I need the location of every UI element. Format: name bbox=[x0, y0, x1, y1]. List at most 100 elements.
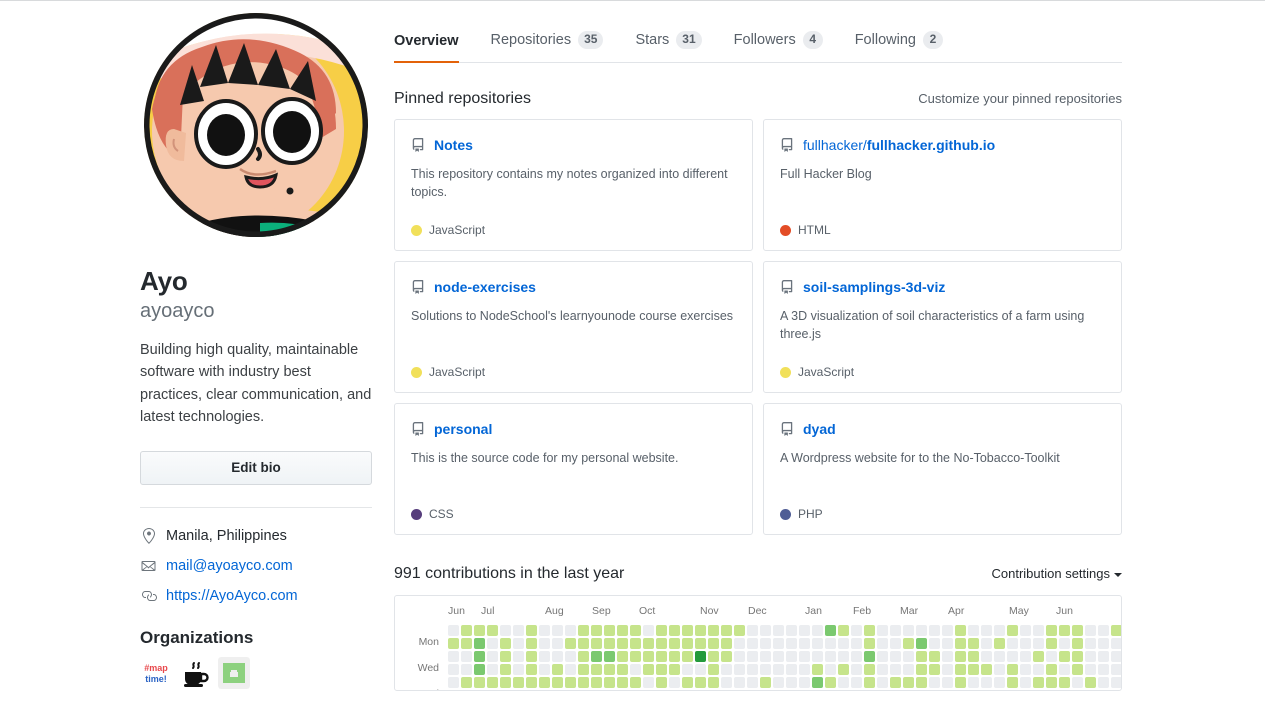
contribution-day-cell[interactable] bbox=[526, 677, 537, 688]
contribution-day-cell[interactable] bbox=[1059, 638, 1070, 649]
contribution-day-cell[interactable] bbox=[955, 651, 966, 662]
contribution-day-cell[interactable] bbox=[929, 664, 940, 675]
contribution-day-cell[interactable] bbox=[448, 651, 459, 662]
contribution-day-cell[interactable] bbox=[838, 690, 849, 691]
contribution-day-cell[interactable] bbox=[461, 651, 472, 662]
contribution-day-cell[interactable] bbox=[799, 677, 810, 688]
contribution-day-cell[interactable] bbox=[708, 690, 719, 691]
contribution-day-cell[interactable] bbox=[916, 625, 927, 636]
contribution-day-cell[interactable] bbox=[1020, 625, 1031, 636]
contribution-day-cell[interactable] bbox=[565, 651, 576, 662]
contribution-day-cell[interactable] bbox=[851, 638, 862, 649]
contribution-day-cell[interactable] bbox=[851, 690, 862, 691]
contribution-day-cell[interactable] bbox=[955, 625, 966, 636]
contribution-day-cell[interactable] bbox=[812, 677, 823, 688]
contribution-day-cell[interactable] bbox=[1098, 677, 1109, 688]
contribution-day-cell[interactable] bbox=[760, 638, 771, 649]
contribution-day-cell[interactable] bbox=[981, 638, 992, 649]
contribution-day-cell[interactable] bbox=[916, 651, 927, 662]
contribution-day-cell[interactable] bbox=[461, 677, 472, 688]
contribution-day-cell[interactable] bbox=[539, 625, 550, 636]
green-square-org-avatar[interactable] bbox=[218, 656, 250, 689]
contribution-day-cell[interactable] bbox=[747, 664, 758, 675]
contribution-day-cell[interactable] bbox=[552, 651, 563, 662]
contribution-day-cell[interactable] bbox=[1085, 638, 1096, 649]
contribution-day-cell[interactable] bbox=[734, 638, 745, 649]
contribution-day-cell[interactable] bbox=[487, 625, 498, 636]
contribution-day-cell[interactable] bbox=[682, 625, 693, 636]
contribution-day-cell[interactable] bbox=[643, 651, 654, 662]
contribution-day-cell[interactable] bbox=[1072, 677, 1083, 688]
pinned-repo-name[interactable]: Notes bbox=[434, 137, 473, 153]
contribution-day-cell[interactable] bbox=[734, 677, 745, 688]
contribution-day-cell[interactable] bbox=[617, 638, 628, 649]
contribution-day-cell[interactable] bbox=[474, 677, 485, 688]
pinned-repo-name[interactable]: soil-samplings-3d-viz bbox=[803, 279, 946, 295]
contribution-day-cell[interactable] bbox=[669, 651, 680, 662]
contribution-day-cell[interactable] bbox=[786, 690, 797, 691]
contribution-day-cell[interactable] bbox=[526, 651, 537, 662]
contribution-day-cell[interactable] bbox=[994, 690, 1005, 691]
contribution-day-cell[interactable] bbox=[929, 651, 940, 662]
contribution-day-cell[interactable] bbox=[1007, 690, 1018, 691]
contribution-day-cell[interactable] bbox=[708, 651, 719, 662]
contribution-day-cell[interactable] bbox=[578, 625, 589, 636]
contribution-day-cell[interactable] bbox=[552, 677, 563, 688]
contribution-day-cell[interactable] bbox=[526, 638, 537, 649]
contribution-day-cell[interactable] bbox=[786, 677, 797, 688]
contribution-day-cell[interactable] bbox=[812, 625, 823, 636]
contribution-day-cell[interactable] bbox=[1046, 677, 1057, 688]
contribution-settings-button[interactable]: Contribution settings bbox=[991, 566, 1122, 581]
contribution-day-cell[interactable] bbox=[747, 690, 758, 691]
contribution-day-cell[interactable] bbox=[565, 677, 576, 688]
contribution-day-cell[interactable] bbox=[786, 638, 797, 649]
contribution-day-cell[interactable] bbox=[864, 690, 875, 691]
contribution-day-cell[interactable] bbox=[617, 625, 628, 636]
contribution-day-cell[interactable] bbox=[604, 677, 615, 688]
contribution-day-cell[interactable] bbox=[682, 638, 693, 649]
contribution-day-cell[interactable] bbox=[1111, 638, 1121, 649]
contribution-day-cell[interactable] bbox=[695, 690, 706, 691]
contribution-day-cell[interactable] bbox=[877, 690, 888, 691]
contribution-day-cell[interactable] bbox=[487, 651, 498, 662]
contribution-day-cell[interactable] bbox=[578, 677, 589, 688]
contribution-day-cell[interactable] bbox=[1111, 651, 1121, 662]
contribution-day-cell[interactable] bbox=[942, 677, 953, 688]
contribution-day-cell[interactable] bbox=[981, 677, 992, 688]
tab-overview[interactable]: Overview bbox=[394, 33, 475, 63]
contribution-day-cell[interactable] bbox=[513, 625, 524, 636]
contribution-day-cell[interactable] bbox=[812, 638, 823, 649]
contribution-day-cell[interactable] bbox=[929, 677, 940, 688]
contribution-day-cell[interactable] bbox=[825, 677, 836, 688]
contribution-day-cell[interactable] bbox=[1046, 664, 1057, 675]
contribution-day-cell[interactable] bbox=[942, 638, 953, 649]
contribution-day-cell[interactable] bbox=[851, 677, 862, 688]
contribution-day-cell[interactable] bbox=[487, 690, 498, 691]
contribution-day-cell[interactable] bbox=[994, 638, 1005, 649]
contribution-day-cell[interactable] bbox=[630, 651, 641, 662]
contribution-day-cell[interactable] bbox=[1007, 638, 1018, 649]
contribution-day-cell[interactable] bbox=[1007, 664, 1018, 675]
contribution-day-cell[interactable] bbox=[630, 677, 641, 688]
meta-email-link[interactable]: mail@ayoayco.com bbox=[166, 557, 293, 574]
contribution-day-cell[interactable] bbox=[825, 664, 836, 675]
contribution-day-cell[interactable] bbox=[825, 638, 836, 649]
contribution-day-cell[interactable] bbox=[1085, 625, 1096, 636]
contribution-day-cell[interactable] bbox=[1020, 638, 1031, 649]
customize-pinned-link[interactable]: Customize your pinned repositories bbox=[918, 91, 1122, 106]
contribution-day-cell[interactable] bbox=[578, 690, 589, 691]
pinned-repo-card[interactable]: fullhacker/fullhacker.github.io Full Hack… bbox=[763, 119, 1122, 251]
contribution-day-cell[interactable] bbox=[1085, 664, 1096, 675]
contribution-day-cell[interactable] bbox=[1020, 664, 1031, 675]
contribution-day-cell[interactable] bbox=[799, 664, 810, 675]
contribution-day-cell[interactable] bbox=[864, 638, 875, 649]
contribution-day-cell[interactable] bbox=[552, 638, 563, 649]
contribution-day-cell[interactable] bbox=[669, 664, 680, 675]
pinned-repo-name[interactable]: personal bbox=[434, 421, 493, 437]
contribution-day-cell[interactable] bbox=[1059, 651, 1070, 662]
contribution-day-cell[interactable] bbox=[1046, 690, 1057, 691]
contribution-day-cell[interactable] bbox=[1007, 651, 1018, 662]
contribution-day-cell[interactable] bbox=[968, 651, 979, 662]
contribution-day-cell[interactable] bbox=[994, 677, 1005, 688]
contribution-day-cell[interactable] bbox=[1059, 677, 1070, 688]
